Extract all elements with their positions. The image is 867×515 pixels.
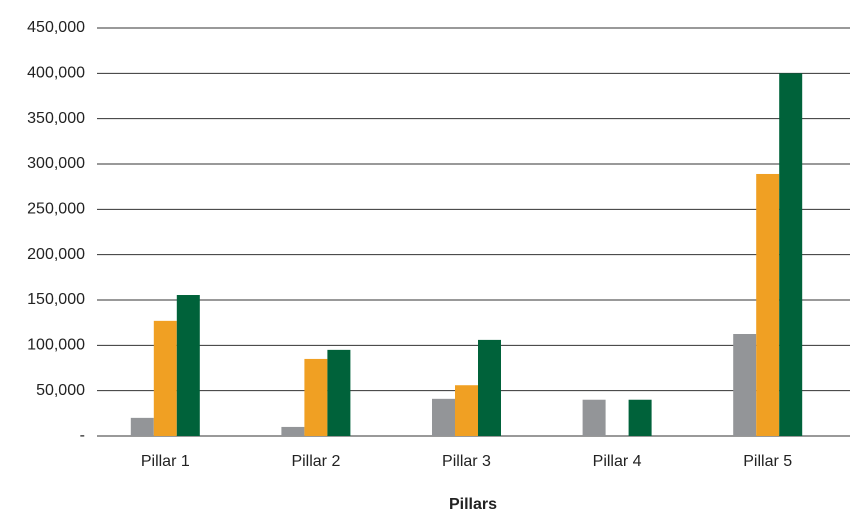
bar xyxy=(478,339,501,436)
bar xyxy=(304,358,328,436)
bar xyxy=(582,399,606,436)
y-tick-label: 250,000 xyxy=(27,201,85,218)
x-tick-label: Pillar 2 xyxy=(291,453,340,470)
y-tick-label: 450,000 xyxy=(27,19,85,36)
y-tick-label: 100,000 xyxy=(27,337,85,354)
bar xyxy=(432,398,455,436)
bar xyxy=(176,295,200,436)
bar xyxy=(628,399,652,436)
bar xyxy=(455,385,478,436)
x-tick-label: Pillar 5 xyxy=(743,453,792,470)
y-tick-label: 300,000 xyxy=(27,155,85,172)
x-axis-label: Pillars xyxy=(449,496,497,513)
bar xyxy=(153,320,177,436)
y-tick-label: 150,000 xyxy=(27,291,85,308)
y-tick-label: 400,000 xyxy=(27,65,85,82)
bar xyxy=(130,417,154,436)
bar xyxy=(327,349,351,436)
x-tick-label: Pillar 3 xyxy=(442,453,491,470)
y-tick-label: 200,000 xyxy=(27,246,85,263)
x-tick-label: Pillar 4 xyxy=(593,453,642,470)
x-tick-label: Pillar 1 xyxy=(141,453,190,470)
bar xyxy=(756,173,780,436)
bar xyxy=(779,73,803,436)
y-tick-label: 350,000 xyxy=(27,110,85,127)
y-tick-label: - xyxy=(80,427,85,444)
bar xyxy=(733,334,757,436)
bar xyxy=(281,426,305,436)
y-tick-label: 50,000 xyxy=(36,382,85,399)
